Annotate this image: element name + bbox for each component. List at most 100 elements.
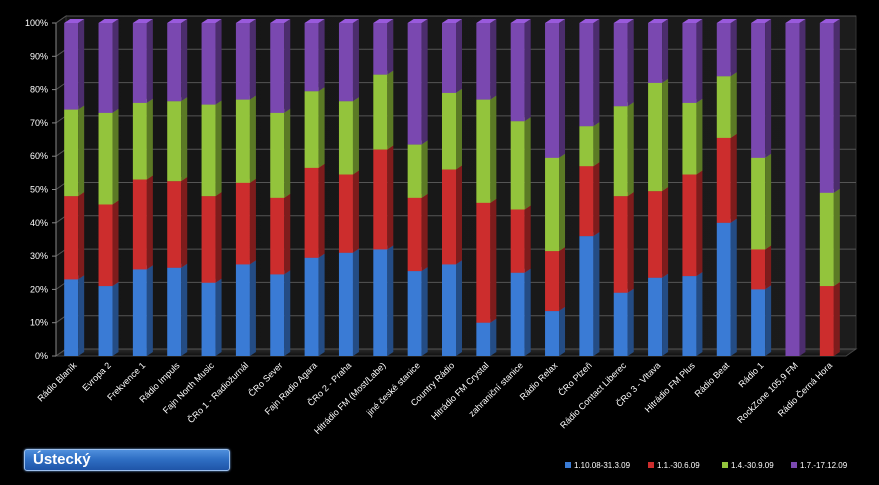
bar-segment	[64, 19, 85, 110]
bar-front	[338, 174, 353, 253]
legend-entry: 1.7.-17.12.09	[791, 461, 848, 470]
bar-segment	[613, 19, 634, 107]
bar-segment	[98, 19, 119, 113]
bar-front	[64, 279, 79, 356]
bar-segment	[648, 273, 669, 356]
bar-front	[442, 23, 456, 93]
bar-front	[304, 167, 319, 258]
bar-segment	[751, 285, 772, 356]
bar-side	[490, 95, 497, 203]
bar-front	[132, 179, 147, 270]
legend-entry: 1.10.08-31.3.09	[565, 461, 631, 470]
x-tick-label: Rádio Relax	[518, 360, 560, 402]
bar-front	[98, 112, 113, 205]
bar-front	[201, 23, 216, 105]
bar-side	[524, 268, 531, 356]
legend-entry: 1.1.-30.6.09	[648, 461, 700, 470]
x-tick-label: Rádio Blaník	[35, 360, 79, 404]
bar-side	[593, 162, 600, 237]
bar-side	[490, 19, 497, 100]
bar-front	[98, 286, 113, 356]
bar-segment	[682, 272, 703, 356]
bar-side	[765, 19, 772, 158]
bar-front	[751, 249, 766, 290]
bar-side	[387, 245, 394, 356]
bar-segment	[201, 278, 222, 356]
y-tick-label: 60%	[30, 151, 48, 161]
y-axis-ticks: 0% 10% 20% 30% 40% 50% 60% 70% 80% 90% 100%	[25, 18, 57, 361]
bar-side	[249, 19, 256, 100]
bar-front	[235, 23, 250, 100]
bar-front	[819, 23, 834, 193]
bar-side	[387, 145, 394, 250]
bar-side	[627, 192, 634, 293]
bar-side	[78, 105, 85, 197]
bar-side	[146, 265, 153, 356]
bar-side	[249, 178, 256, 265]
bar-segment	[132, 19, 153, 103]
bar-segment	[579, 19, 600, 127]
bar-side	[112, 200, 119, 287]
bar-front	[716, 76, 731, 138]
bar-segment	[819, 188, 840, 287]
bar-segment	[304, 163, 325, 258]
bar-side	[215, 19, 222, 105]
bar-front	[132, 102, 147, 180]
bar-top	[304, 19, 325, 23]
bar-front	[304, 257, 319, 356]
bar-front	[64, 196, 79, 280]
bar-segment	[373, 70, 394, 150]
bar-side	[318, 19, 325, 92]
bar-segment	[613, 288, 634, 356]
bar-side	[593, 122, 600, 167]
bar-segment	[201, 192, 222, 283]
bar-segment	[545, 247, 566, 312]
legend-label: 1.4.-30.9.09	[731, 461, 774, 470]
bar-front	[751, 289, 766, 356]
bar-side	[559, 153, 566, 252]
bar-segment	[235, 19, 256, 100]
bar-side	[662, 187, 669, 278]
bar-front	[579, 166, 594, 237]
bar-front	[407, 23, 422, 145]
bar-side	[456, 165, 462, 265]
bar-front	[338, 252, 353, 356]
bar-top	[373, 19, 394, 23]
bar-top	[442, 19, 462, 23]
bar-segment	[304, 19, 325, 92]
bar-front	[819, 286, 834, 356]
bar-side	[696, 19, 703, 103]
bar-segment	[270, 108, 291, 198]
bar-front	[235, 182, 250, 265]
bar-side	[696, 170, 703, 277]
bar-side	[318, 87, 325, 168]
bar-front	[819, 192, 834, 287]
bar-side	[627, 288, 634, 356]
bar-side	[421, 267, 428, 356]
bar-front	[751, 23, 766, 158]
bar-segment	[373, 245, 394, 356]
bar-segment	[407, 193, 428, 272]
bar-segment	[751, 245, 772, 290]
bar-segment	[476, 318, 497, 356]
bar-front	[579, 126, 594, 167]
bar-side	[490, 198, 497, 323]
bar-side	[559, 307, 566, 356]
x-tick-label: Rádio Beat	[693, 360, 732, 399]
bar-segment	[682, 19, 703, 103]
bar-front	[682, 276, 697, 356]
bar-segment	[235, 95, 256, 183]
bar-segment	[270, 270, 291, 356]
bar-segment	[648, 19, 669, 83]
bar-front	[338, 23, 353, 102]
y-tick-label: 50%	[30, 185, 48, 195]
bar-side	[593, 232, 600, 356]
bar-top	[338, 19, 359, 23]
bar-front	[373, 23, 388, 75]
bar-side	[78, 19, 85, 110]
bar-segment	[270, 193, 291, 275]
bar-front	[648, 191, 663, 278]
bar-segment	[235, 178, 256, 265]
bar-top	[648, 19, 669, 23]
region-title-tab[interactable]: Ústecký	[24, 449, 230, 471]
